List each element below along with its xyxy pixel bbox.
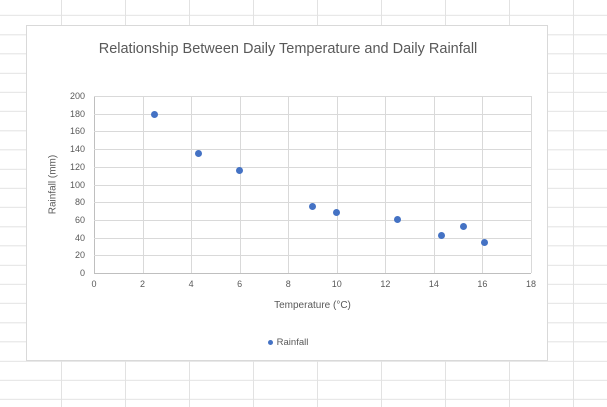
h-gridline — [94, 273, 531, 274]
h-gridline — [94, 237, 531, 239]
y-tick-label: 20 — [74, 250, 85, 261]
legend[interactable]: Rainfall — [27, 337, 549, 348]
x-tick-label: 8 — [285, 279, 291, 289]
h-gridline — [94, 219, 531, 221]
data-point[interactable] — [236, 166, 244, 174]
data-point[interactable] — [151, 111, 159, 119]
x-tick-label: 2 — [140, 279, 146, 289]
data-point[interactable] — [393, 215, 401, 223]
x-tick-label: 12 — [380, 279, 391, 289]
legend-marker-icon — [267, 340, 273, 345]
y-tick-label: 40 — [74, 232, 85, 243]
h-gridline — [94, 255, 531, 257]
y-tick-label: 200 — [69, 91, 85, 101]
x-tick-label: 6 — [237, 279, 243, 289]
legend-label: Rainfall — [276, 337, 309, 348]
x-tick-label: 18 — [525, 279, 536, 289]
h-gridline — [94, 166, 531, 168]
h-gridline — [94, 149, 531, 151]
h-gridline — [94, 184, 531, 186]
y-tick-label: 100 — [69, 179, 85, 190]
y-tick-label: 120 — [69, 161, 85, 172]
data-point[interactable] — [309, 203, 316, 211]
y-tick-label: 140 — [69, 144, 85, 155]
data-point[interactable] — [481, 238, 489, 246]
h-gridline — [94, 113, 531, 115]
x-tick-label: 0 — [91, 279, 97, 289]
y-tick-label: 60 — [74, 214, 85, 225]
data-point[interactable] — [437, 232, 445, 240]
h-gridline — [94, 131, 531, 133]
y-tick-label: 80 — [74, 197, 85, 208]
data-point[interactable] — [333, 209, 341, 217]
v-gridline — [531, 96, 532, 273]
y-tick-label: 160 — [69, 126, 85, 137]
data-point[interactable] — [459, 222, 467, 230]
x-tick-label: 10 — [331, 279, 342, 289]
x-axis-title[interactable]: Temperature (°C) — [274, 300, 351, 311]
data-point[interactable] — [194, 150, 202, 158]
chart[interactable]: Relationship Between Daily Temperature a… — [26, 25, 548, 361]
y-tick-label: 180 — [69, 108, 85, 119]
h-gridline — [94, 202, 531, 204]
plot-area[interactable] — [94, 96, 532, 274]
chart-title[interactable]: Relationship Between Daily Temperature a… — [98, 41, 478, 57]
x-tick-label: 4 — [188, 279, 194, 289]
y-axis-title[interactable]: Rainfall (mm) — [47, 154, 59, 215]
x-tick-label: 16 — [477, 279, 488, 289]
h-gridline — [94, 96, 531, 97]
y-tick-label: 0 — [79, 268, 85, 278]
x-tick-label: 14 — [428, 279, 439, 289]
